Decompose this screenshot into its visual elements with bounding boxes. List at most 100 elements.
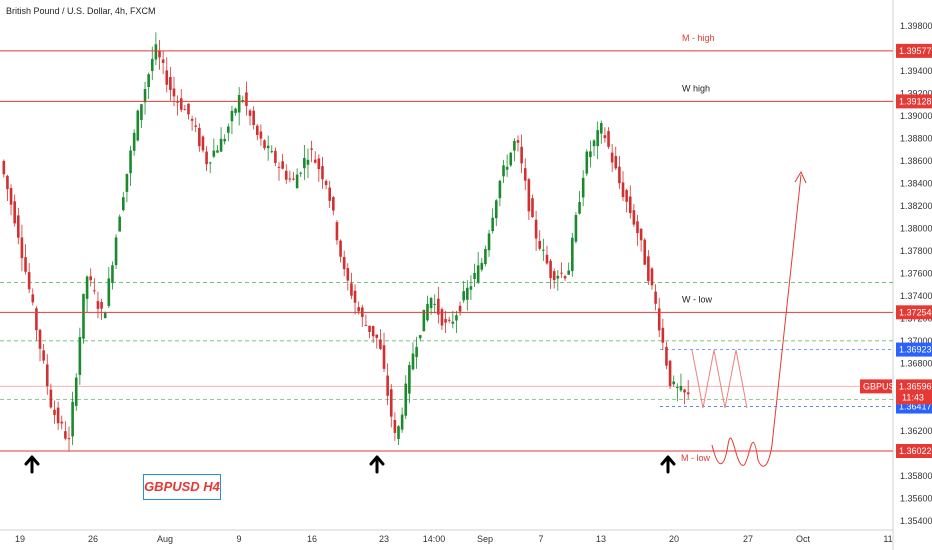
candle-body [136,110,140,141]
y-tick-label: 1.38400 [900,178,932,188]
x-tick-label: 13 [596,534,606,544]
y-tick-label: 1.36200 [900,426,932,436]
price-tag [896,94,932,109]
candle-body [154,44,158,60]
candle-body [549,260,552,278]
candle-body [321,166,324,180]
candle-body [520,146,523,164]
candle-body [187,103,190,115]
candle-body [270,151,274,153]
candle-body [643,239,647,265]
candle-body [49,389,53,408]
candle-body [13,201,16,224]
candle-body [509,152,513,166]
price-tag [896,342,932,357]
candle-body [379,339,382,349]
candle-body [310,148,313,150]
candle-body [111,265,114,283]
candle-body [516,140,520,143]
candle-body [447,319,451,321]
candle-body [335,222,339,241]
candle-body [339,240,342,257]
level-name: W high [682,83,710,93]
candle-body [103,312,107,319]
candle-body [216,150,219,153]
candle-body [64,431,67,439]
candle-body [237,95,241,113]
candle-body [143,89,147,103]
price-tag-text: 1.36923 [899,345,932,355]
candle-body [118,216,121,232]
candle-body [223,138,226,142]
x-tick-label: Sep [477,534,493,544]
candle-body [277,166,281,168]
y-tick-label: 1.35400 [900,516,932,526]
candle-body [165,70,169,85]
candle-body [324,181,328,185]
candle-body [614,155,618,169]
candle-body [35,308,38,331]
level-name: M - high [682,33,715,43]
candle-body [245,92,248,106]
candle-body [625,190,628,202]
y-tick-label: 1.38200 [900,201,932,211]
candle-body [581,177,585,198]
candle-body [281,161,284,169]
y-tick-label: 1.38800 [900,133,932,143]
candle-body [480,262,484,270]
price-tag [896,443,932,458]
candle-body [53,409,56,415]
candle-body [523,168,527,181]
chart-title: British Pound / U.S. Dollar, 4h, FXCM [6,6,156,16]
y-tick-label: 1.36800 [900,358,932,368]
current-price-text: 1.36596 [899,381,932,391]
candles-group [2,32,690,452]
candle-body [31,294,35,303]
candle-body [683,389,686,393]
candle-body [437,298,440,315]
candle-body [38,329,42,349]
price-tag-text: 1.39577 [899,46,932,56]
y-tick-label: 1.37800 [900,246,932,256]
candle-body [16,215,20,238]
candle-body [132,132,136,151]
up-arrow-icon [24,455,40,474]
candle-body [96,301,100,309]
candle-body [9,188,13,205]
price-tag-text: 1.39128 [899,96,932,106]
candle-body [303,157,306,169]
candle-body [227,126,230,133]
candle-body [440,309,444,326]
candle-body [161,59,165,63]
candle-body [71,401,74,437]
candle-body [82,293,85,339]
candle-body [357,307,360,312]
candle-body [386,375,389,396]
x-tick-label: 20 [669,534,679,544]
candle-body [205,151,208,165]
y-tick-label: 1.37600 [900,268,932,278]
candle-body [469,286,473,290]
candle-body [404,383,408,416]
candle-body [198,127,201,147]
candle-body [686,392,690,395]
candle-body [288,178,292,180]
candle-body [571,237,574,272]
x-tick-label: 27 [743,534,753,544]
candle-body [212,150,216,157]
candle-body [85,276,89,299]
y-tick-label: 1.37000 [900,336,932,346]
candle-body [574,215,578,242]
candle-body [408,365,411,394]
candle-body [462,291,465,301]
candle-body [129,150,132,174]
candle-body [552,271,556,281]
candle-body [592,140,596,147]
candle-body [350,283,353,296]
candle-body [502,165,505,177]
y-tick-label: 1.39400 [900,66,932,76]
candle-body [27,272,31,290]
candle-body [650,268,654,286]
candle-body [563,276,567,279]
